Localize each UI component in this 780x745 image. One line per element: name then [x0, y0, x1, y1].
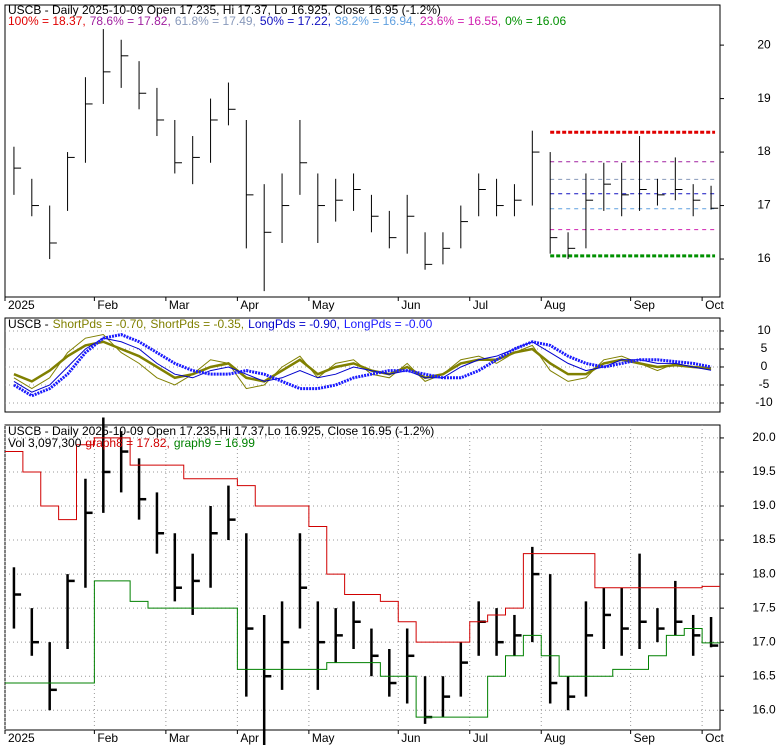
x-tick-label: Apr	[240, 298, 259, 312]
y-tick-label: -10	[755, 395, 773, 409]
y-tick-label: 20	[757, 37, 771, 51]
y-tick-label: -5	[759, 377, 770, 391]
x-tick-label: Feb	[97, 298, 118, 312]
x-tick-label: 2025	[8, 731, 35, 745]
y-tick-label: 20.0	[752, 430, 776, 444]
x-tick-label: Mar	[169, 298, 190, 312]
header-part: 100% = 18.37,	[8, 14, 86, 28]
y-tick-label: 17.0	[752, 634, 776, 648]
x-tick-label: Mar	[169, 731, 190, 745]
header-part: ShortPds = -0.35,	[150, 317, 244, 331]
x-tick-label: Feb	[97, 731, 118, 745]
header-part: Vol 3,097,300	[8, 436, 82, 450]
header-part: graph8 = 17.82,	[85, 436, 169, 450]
y-tick-label: 17.5	[752, 600, 776, 614]
x-tick-label: Sep	[634, 731, 656, 745]
y-tick-label: 10	[757, 323, 771, 337]
x-tick-label: Jun	[401, 731, 420, 745]
oscillator-panel	[4, 317, 721, 413]
header-part: 61.8% = 17.49,	[175, 14, 256, 28]
header-part: LongPds = -0.90,	[248, 317, 340, 331]
x-tick-label: Jun	[401, 298, 420, 312]
y-tick-label: 19	[757, 91, 771, 105]
header: USCB - ShortPds = -0.70, ShortPds = -0.35,…	[8, 317, 433, 331]
y-tick-label: 16.5	[752, 668, 776, 682]
x-tick-label: Oct	[705, 731, 724, 745]
x-tick-label: Sep	[634, 298, 656, 312]
y-tick-label: 18	[757, 144, 771, 158]
y-tick-label: 18.5	[752, 532, 776, 546]
y-tick-label: 17	[757, 198, 771, 212]
header-part: graph9 = 16.99	[174, 436, 255, 450]
x-tick-label: Aug	[544, 731, 565, 745]
y-tick-label: 19.0	[752, 498, 776, 512]
y-tick-label: 5	[761, 341, 768, 355]
x-tick-label: Aug	[544, 298, 565, 312]
x-tick-label: 2025	[8, 298, 35, 312]
x-tick-label: May	[312, 731, 335, 745]
series-line	[5, 580, 720, 718]
price-panel	[4, 4, 721, 298]
y-tick-label: 18.0	[752, 566, 776, 580]
x-tick-label: Oct	[705, 298, 724, 312]
y-tick-label: 16.0	[752, 702, 776, 716]
x-tick-label: Jul	[473, 731, 488, 745]
header-part: 38.2% = 16.94,	[335, 14, 416, 28]
series-line	[13, 333, 712, 398]
y-tick-label: 19.5	[752, 464, 776, 478]
header: Vol 3,097,300 graph8 = 17.82, graph9 = 16.…	[8, 436, 255, 450]
header: 100% = 18.37, 78.6% = 17.82, 61.8% = 17.49…	[8, 14, 566, 28]
x-tick-label: Jul	[473, 298, 488, 312]
header-part: LongPds = -0.00	[344, 317, 433, 331]
header-part: 50% = 17.22,	[260, 14, 331, 28]
series-line	[13, 337, 712, 393]
series-line	[5, 437, 720, 643]
x-tick-label: May	[312, 298, 335, 312]
header: USCB - Daily 2025-10-09 Open 17.235,Hi 1…	[8, 424, 434, 438]
header-part: 23.6% = 16.55,	[420, 14, 501, 28]
header-part: USCB - Daily 2025-10-09 Open 17.235,Hi 1…	[8, 424, 434, 438]
header-part: USCB -	[8, 317, 49, 331]
header: USCB - Daily 2025-10-09 Open 17.235, Hi …	[8, 3, 441, 17]
y-tick-label: 16	[757, 251, 771, 265]
x-tick-label: Apr	[240, 731, 259, 745]
y-tick-label: 0	[761, 359, 768, 373]
header-part: USCB - Daily 2025-10-09 Open 17.235, Hi …	[8, 3, 441, 17]
header-part: 0% = 16.06	[505, 14, 566, 28]
header-part: 78.6% = 17.82,	[90, 14, 171, 28]
header-part: ShortPds = -0.70,	[53, 317, 147, 331]
